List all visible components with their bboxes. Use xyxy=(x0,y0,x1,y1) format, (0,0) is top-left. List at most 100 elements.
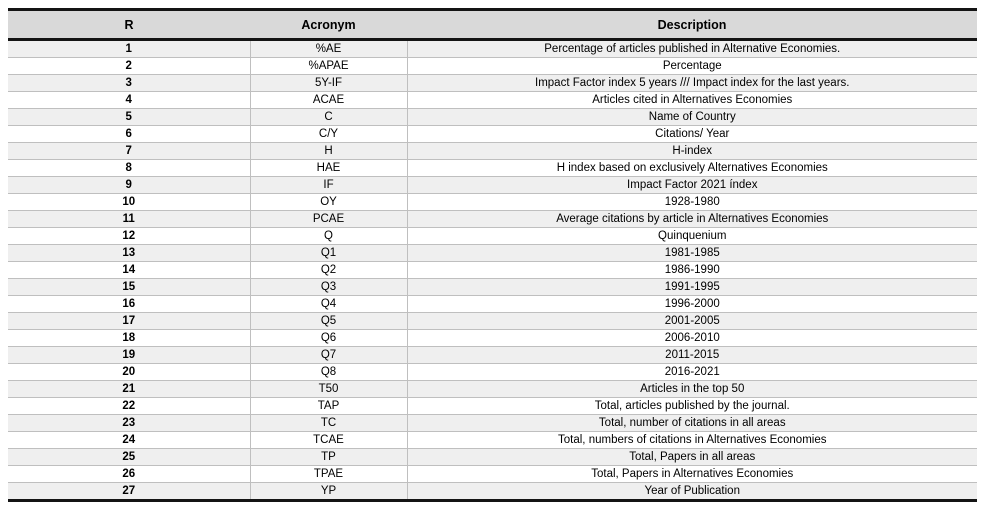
rank-cell: 3 xyxy=(8,74,250,92)
table-body: 1 %AE Percentage of articles published in … xyxy=(8,39,977,502)
table-row: 1 %AE Percentage of articles published in … xyxy=(8,39,977,58)
rank-cell: 14 xyxy=(8,261,250,279)
description-cell: Citations/ Year xyxy=(406,125,977,143)
table-row: 13 Q1 1981-1985 xyxy=(8,244,977,262)
description-cell: 1986-1990 xyxy=(406,261,977,279)
table-row: 11 PCAE Average citations by article in Al… xyxy=(8,210,977,228)
acronym-cell: TC xyxy=(249,414,407,432)
table-row: 16 Q4 1996-2000 xyxy=(8,295,977,313)
acronym-cell: OY xyxy=(249,193,407,211)
description-cell: Articles in the top 50 xyxy=(406,380,977,398)
description-cell: Percentage of articles published in Alte… xyxy=(406,39,977,58)
acronym-cell: PCAE xyxy=(249,210,407,228)
description-cell: 2006-2010 xyxy=(406,329,977,347)
table-row: 20 Q8 2016-2021 xyxy=(8,363,977,381)
table-row: 14 Q2 1986-1990 xyxy=(8,261,977,279)
table-row: 12 Q Quinquenium xyxy=(8,227,977,245)
acronym-cell: T50 xyxy=(249,380,407,398)
description-cell: Total, articles published by the journal… xyxy=(406,397,977,415)
table-row: 23 TC Total, number of citations in all ar… xyxy=(8,414,977,432)
rank-cell: 12 xyxy=(8,227,250,245)
rank-cell: 27 xyxy=(8,482,250,502)
rank-cell: 2 xyxy=(8,57,250,75)
acronym-cell: Q7 xyxy=(249,346,407,364)
description-cell: Impact Factor index 5 years /// Impact i… xyxy=(406,74,977,92)
rank-cell: 24 xyxy=(8,431,250,449)
rank-cell: 1 xyxy=(8,39,250,58)
table-row: 15 Q3 1991-1995 xyxy=(8,278,977,296)
rank-cell: 16 xyxy=(8,295,250,313)
acronym-cell: TCAE xyxy=(249,431,407,449)
table-row: 3 5Y-IF Impact Factor index 5 years /// Im… xyxy=(8,74,977,92)
rank-cell: 6 xyxy=(8,125,250,143)
description-cell: 1991-1995 xyxy=(406,278,977,296)
rank-cell: 22 xyxy=(8,397,250,415)
rank-cell: 13 xyxy=(8,244,250,262)
table-header: R Acronym Description xyxy=(8,8,977,41)
table-row: 19 Q7 2011-2015 xyxy=(8,346,977,364)
acronym-cell: TP xyxy=(249,448,407,466)
rank-cell: 18 xyxy=(8,329,250,347)
table-row: 5 C Name of Country xyxy=(8,108,977,126)
table-row: 4 ACAE Articles cited in Alternatives Econ… xyxy=(8,91,977,109)
rank-cell: 19 xyxy=(8,346,250,364)
description-cell: Total, Papers in all areas xyxy=(406,448,977,466)
description-cell: H-index xyxy=(406,142,977,160)
rank-cell: 5 xyxy=(8,108,250,126)
acronym-cell: C xyxy=(249,108,407,126)
description-cell: 2016-2021 xyxy=(406,363,977,381)
table-row: 27 YP Year of Publication xyxy=(8,482,977,502)
rank-cell: 25 xyxy=(8,448,250,466)
acronym-cell: Q4 xyxy=(249,295,407,313)
description-cell: 1996-2000 xyxy=(406,295,977,313)
description-cell: Year of Publication xyxy=(406,482,977,502)
acronym-cell: Q2 xyxy=(249,261,407,279)
acronym-cell: %APAE xyxy=(249,57,407,75)
table-row: 18 Q6 2006-2010 xyxy=(8,329,977,347)
rank-cell: 17 xyxy=(8,312,250,330)
rank-cell: 23 xyxy=(8,414,250,432)
rank-cell: 21 xyxy=(8,380,250,398)
acronym-cell: ACAE xyxy=(249,91,407,109)
acronym-cell: Q xyxy=(249,227,407,245)
description-cell: Total, numbers of citations in Alternati… xyxy=(406,431,977,449)
description-cell: Impact Factor 2021 índex xyxy=(406,176,977,194)
table-row: 7 H H-index xyxy=(8,142,977,160)
description-cell: 2001-2005 xyxy=(406,312,977,330)
description-cell: Percentage xyxy=(406,57,977,75)
acronym-cell: Q6 xyxy=(249,329,407,347)
acronym-cell: Q5 xyxy=(249,312,407,330)
table-row: 2 %APAE Percentage xyxy=(8,57,977,75)
rank-cell: 26 xyxy=(8,465,250,483)
rank-cell: 4 xyxy=(8,91,250,109)
rank-cell: 8 xyxy=(8,159,250,177)
description-cell: Quinquenium xyxy=(406,227,977,245)
table-row: 24 TCAE Total, numbers of citations in Alt… xyxy=(8,431,977,449)
acronym-table: R Acronym Description 1 %AE Percentage of … xyxy=(8,8,977,502)
description-cell: Average citations by article in Alternat… xyxy=(406,210,977,228)
header-cell-acronym: Acronym xyxy=(250,8,407,41)
acronym-cell: HAE xyxy=(249,159,407,177)
acronym-cell: H xyxy=(249,142,407,160)
table-row: 22 TAP Total, articles published by the jo… xyxy=(8,397,977,415)
acronym-cell: Q8 xyxy=(249,363,407,381)
acronym-cell: 5Y-IF xyxy=(249,74,407,92)
description-cell: Articles cited in Alternatives Economies xyxy=(406,91,977,109)
table-row: 6 C/Y Citations/ Year xyxy=(8,125,977,143)
acronym-cell: %AE xyxy=(249,39,407,58)
table-row: 17 Q5 2001-2005 xyxy=(8,312,977,330)
table-row: 8 HAE H index based on exclusively Alterna… xyxy=(8,159,977,177)
header-row: R Acronym Description xyxy=(8,8,977,41)
acronym-cell: TAP xyxy=(249,397,407,415)
header-cell-r: R xyxy=(8,8,250,41)
description-cell: 1928-1980 xyxy=(406,193,977,211)
description-cell: 2011-2015 xyxy=(406,346,977,364)
table-row: 25 TP Total, Papers in all areas xyxy=(8,448,977,466)
table-row: 10 OY 1928-1980 xyxy=(8,193,977,211)
rank-cell: 10 xyxy=(8,193,250,211)
description-cell: 1981-1985 xyxy=(406,244,977,262)
acronym-cell: Q1 xyxy=(249,244,407,262)
acronym-cell: C/Y xyxy=(249,125,407,143)
description-cell: Name of Country xyxy=(406,108,977,126)
acronym-cell: IF xyxy=(249,176,407,194)
